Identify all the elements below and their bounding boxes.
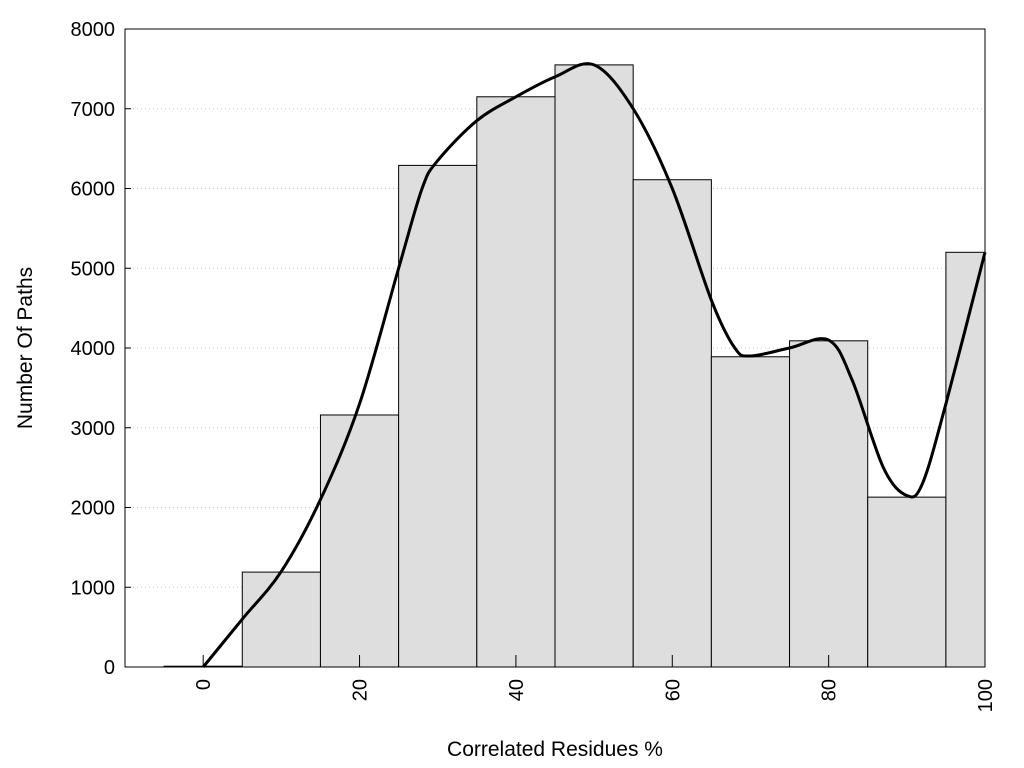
y-tick-label: 5000 <box>71 258 116 280</box>
density-curve <box>202 62 987 668</box>
histogram-bar <box>319 414 400 668</box>
histogram-bar <box>476 96 556 668</box>
y-axis-title: Number Of Paths <box>14 267 37 429</box>
density-curve-layer <box>202 62 987 668</box>
y-tick-label: 1000 <box>71 577 116 599</box>
y-axis-ticks: 0 1000 2000 3000 4000 5000 6000 7000 8000 <box>71 19 131 679</box>
histogram-bar <box>789 340 869 668</box>
histogram-bar <box>632 179 712 668</box>
histogram-bar <box>710 356 791 668</box>
x-tick-label: 100 <box>975 679 997 712</box>
histogram-bar <box>867 496 947 668</box>
histogram-bar <box>241 571 321 668</box>
x-axis-title: Correlated Residues % <box>447 738 663 761</box>
y-tick-label: 7000 <box>71 99 116 121</box>
histogram-bar <box>398 164 478 668</box>
histogram-bar <box>945 251 986 668</box>
x-tick-label: 0 <box>193 679 215 690</box>
histogram-bars <box>163 64 986 668</box>
x-tick-label: 20 <box>350 679 372 701</box>
y-tick-label: 3000 <box>71 418 116 440</box>
x-axis-ticks: 0 20 40 60 80 100 <box>193 655 997 712</box>
y-tick-label: 4000 <box>71 338 116 360</box>
x-tick-label: 80 <box>819 679 841 701</box>
y-tick-label: 0 <box>104 657 115 679</box>
x-tick-label: 40 <box>506 679 528 701</box>
x-tick-label: 60 <box>662 679 684 701</box>
y-tick-label: 2000 <box>71 498 116 520</box>
y-tick-label: 6000 <box>71 179 116 201</box>
y-tick-label: 8000 <box>71 19 116 41</box>
histogram-bar <box>554 64 634 668</box>
